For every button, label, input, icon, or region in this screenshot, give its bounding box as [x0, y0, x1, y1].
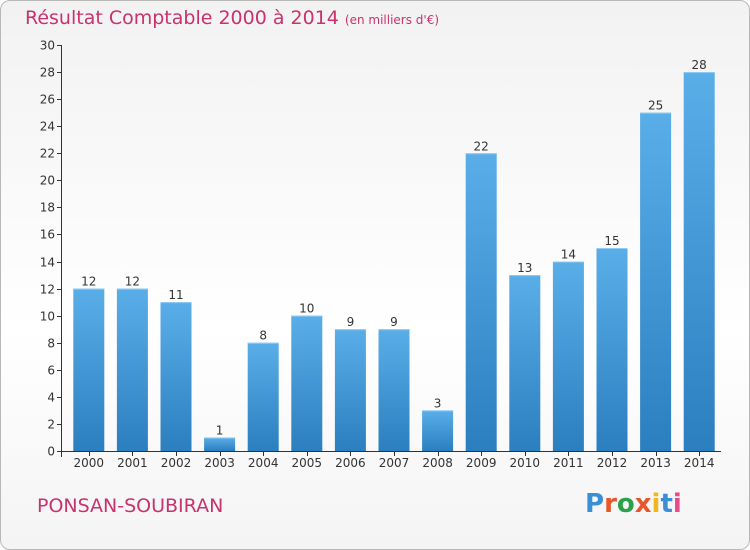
y-tick-label: 30	[40, 39, 55, 53]
x-tick-label: 2008	[422, 456, 453, 470]
bar	[465, 153, 497, 451]
y-tick-label: 6	[47, 364, 55, 378]
chart-title-text: Résultat Comptable 2000 à 2014	[25, 7, 339, 29]
bar	[552, 261, 584, 451]
bar	[73, 288, 105, 451]
x-tick-label: 2000	[74, 456, 105, 470]
y-tick-label: 28	[40, 66, 55, 80]
x-tick-label: 2006	[335, 456, 366, 470]
x-tick-label: 2014	[684, 456, 715, 470]
bar	[378, 329, 410, 451]
logo-letter: r	[604, 489, 617, 519]
y-tick-label: 16	[40, 228, 55, 242]
x-tick-label: 2007	[379, 456, 410, 470]
bar	[422, 410, 454, 451]
bar-value-label: 28	[692, 58, 707, 72]
logo-letter: i	[672, 489, 682, 519]
y-tick-label: 26	[40, 93, 55, 107]
bar-value-label: 25	[648, 99, 663, 113]
bar	[160, 302, 192, 451]
y-tick-label: 20	[40, 174, 55, 188]
x-tick-label: 2011	[553, 456, 584, 470]
bar	[334, 329, 366, 451]
y-tick-label: 14	[40, 256, 55, 270]
bar	[596, 248, 628, 451]
bar	[640, 112, 672, 452]
y-tick-label: 0	[47, 445, 55, 459]
chart-subtitle: (en milliers d'€)	[344, 13, 440, 27]
y-tick-label: 22	[40, 147, 55, 161]
bar	[247, 342, 279, 451]
x-tick-label: 2001	[117, 456, 148, 470]
bar-value-label: 9	[390, 315, 398, 329]
bar-value-label: 9	[347, 315, 355, 329]
chart-title: Résultat Comptable 2000 à 2014 (en millie…	[25, 7, 439, 29]
y-tick-label: 12	[40, 283, 55, 297]
logo-letter: t	[660, 489, 673, 519]
bar	[204, 437, 236, 451]
bar	[116, 288, 148, 451]
y-tick-label: 2	[47, 418, 55, 432]
logo-letter: i	[651, 489, 661, 519]
x-tick-label: 2004	[248, 456, 279, 470]
x-tick-label: 2013	[640, 456, 671, 470]
bar-value-label: 11	[168, 288, 183, 302]
bar-value-label: 15	[604, 234, 619, 248]
bar-value-label: 22	[474, 139, 489, 153]
y-tick-label: 4	[47, 391, 55, 405]
bar	[509, 275, 541, 451]
proxiti-logo[interactable]: Proxiti	[585, 489, 682, 519]
bar-value-label: 10	[299, 302, 314, 316]
bar-value-label: 1	[216, 423, 224, 437]
bar	[291, 315, 323, 451]
bar-value-label: 3	[434, 396, 442, 410]
y-tick-label: 10	[40, 310, 55, 324]
bar-value-label: 12	[125, 275, 140, 289]
logo-letter: o	[616, 489, 635, 519]
y-tick-label: 24	[40, 120, 55, 134]
x-tick-label: 2012	[597, 456, 628, 470]
bar-value-label: 12	[81, 275, 96, 289]
x-tick-label: 2005	[292, 456, 323, 470]
x-tick-label: 2002	[161, 456, 192, 470]
bar-value-label: 13	[517, 261, 532, 275]
y-tick-label: 18	[40, 201, 55, 215]
x-tick-label: 2010	[510, 456, 541, 470]
bar	[683, 72, 715, 452]
y-tick-label: 8	[47, 337, 55, 351]
x-tick-label: 2009	[466, 456, 497, 470]
bar-value-label: 14	[561, 248, 576, 262]
x-tick-label: 2003	[204, 456, 235, 470]
logo-letter: P	[585, 489, 605, 519]
logo-letter: x	[634, 489, 652, 519]
bar-value-label: 8	[259, 329, 267, 343]
commune-name: PONSAN-SOUBIRAN	[37, 495, 224, 517]
